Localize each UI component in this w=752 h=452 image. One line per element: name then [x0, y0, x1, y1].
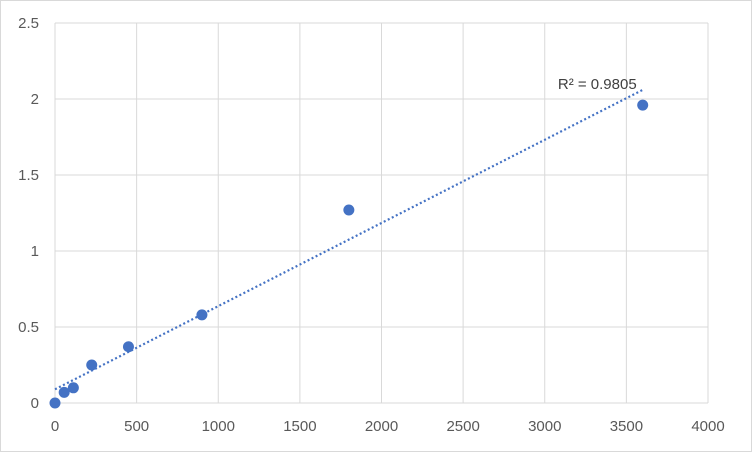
- data-point: [196, 309, 208, 321]
- data-points: [49, 99, 649, 409]
- x-tick-label: 1500: [283, 418, 316, 435]
- y-tick-labels: 0 0.5 1 1.5 2 2.5: [18, 15, 39, 412]
- x-tick-label: 2500: [446, 418, 479, 435]
- trendline: [54, 88, 644, 391]
- data-point: [637, 99, 649, 111]
- data-point: [122, 341, 134, 353]
- trendline-group: [54, 88, 644, 391]
- x-tick-label: 0: [51, 418, 59, 435]
- x-tick-label: 3500: [610, 418, 643, 435]
- data-point: [343, 204, 355, 216]
- data-point: [86, 359, 98, 371]
- data-point: [49, 397, 61, 409]
- x-tick-label: 3000: [528, 418, 561, 435]
- x-tick-label: 500: [124, 418, 149, 435]
- r-squared-annotation: R² = 0.9805: [558, 76, 637, 93]
- data-point: [58, 386, 70, 398]
- y-tick-label: 2.5: [18, 15, 39, 32]
- y-tick-label: 1: [31, 243, 39, 260]
- vertical-gridlines: [54, 23, 709, 403]
- y-tick-label: 0: [31, 395, 39, 412]
- x-tick-label: 2000: [365, 418, 398, 435]
- horizontal-gridlines: [55, 22, 708, 404]
- x-tick-label: 1000: [202, 418, 235, 435]
- y-tick-label: 2: [31, 91, 39, 108]
- y-tick-label: 1.5: [18, 167, 39, 184]
- data-point: [67, 382, 79, 394]
- x-tick-label: 4000: [691, 418, 724, 435]
- y-tick-label: 0.5: [18, 319, 39, 336]
- x-tick-labels: 0 500 1000 1500 2000 2500 3000 3500 4000: [51, 418, 725, 435]
